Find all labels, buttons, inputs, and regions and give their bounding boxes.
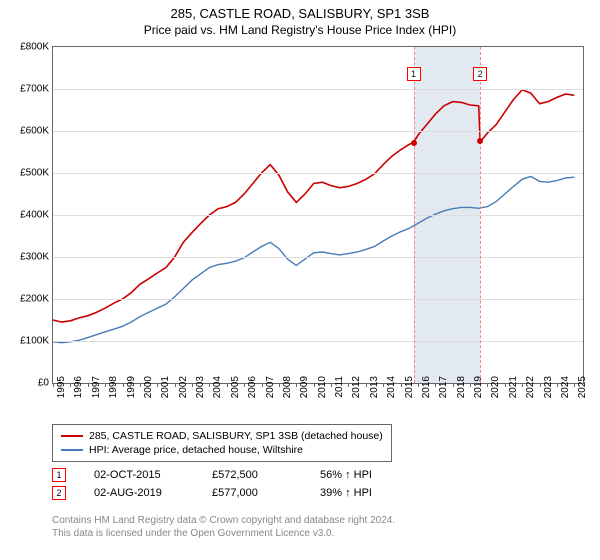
- event-date: 02-AUG-2019: [94, 487, 184, 499]
- event-row: 1 02-OCT-2015 £572,500 56% ↑ HPI: [52, 466, 372, 484]
- y-axis-label: £200K: [5, 294, 49, 305]
- y-axis-label: £400K: [5, 210, 49, 221]
- footer: Contains HM Land Registry data © Crown c…: [52, 514, 395, 540]
- chart-marker-box: 2: [473, 67, 487, 81]
- x-axis-label: 2011: [334, 376, 345, 398]
- x-axis-label: 2007: [265, 376, 276, 398]
- x-axis-label: 2008: [282, 376, 293, 398]
- y-axis-label: £700K: [5, 84, 49, 95]
- legend-swatch: [61, 449, 83, 451]
- legend-item: HPI: Average price, detached house, Wilt…: [61, 443, 383, 457]
- event-price: £572,500: [212, 469, 292, 481]
- event-marker-box: 1: [52, 468, 66, 482]
- x-axis-label: 2005: [230, 376, 241, 398]
- x-axis-label: 1996: [73, 376, 84, 398]
- chart-title-line1: 285, CASTLE ROAD, SALISBURY, SP1 3SB: [0, 0, 600, 21]
- x-axis-label: 2016: [421, 376, 432, 398]
- chart-container: 285, CASTLE ROAD, SALISBURY, SP1 3SB Pri…: [0, 0, 600, 560]
- x-axis-label: 1997: [91, 376, 102, 398]
- chart-marker-dot: [411, 140, 417, 146]
- legend-swatch: [61, 435, 83, 437]
- x-axis-label: 2002: [178, 376, 189, 398]
- x-axis-label: 2004: [212, 376, 223, 398]
- plot-area: £0£100K£200K£300K£400K£500K£600K£700K£80…: [52, 46, 584, 384]
- y-axis-label: £500K: [5, 168, 49, 179]
- x-axis-label: 1998: [108, 376, 119, 398]
- y-axis-label: £300K: [5, 252, 49, 263]
- footer-line1: Contains HM Land Registry data © Crown c…: [52, 514, 395, 527]
- x-axis-label: 2009: [299, 376, 310, 398]
- legend-label: 285, CASTLE ROAD, SALISBURY, SP1 3SB (de…: [89, 430, 383, 442]
- x-axis-label: 2000: [143, 376, 154, 398]
- x-axis-label: 2019: [473, 376, 484, 398]
- legend-label: HPI: Average price, detached house, Wilt…: [89, 444, 303, 456]
- legend: 285, CASTLE ROAD, SALISBURY, SP1 3SB (de…: [52, 424, 392, 462]
- x-axis-label: 2025: [577, 376, 588, 398]
- x-axis-label: 2012: [351, 376, 362, 398]
- event-table: 1 02-OCT-2015 £572,500 56% ↑ HPI 2 02-AU…: [52, 466, 372, 502]
- legend-item: 285, CASTLE ROAD, SALISBURY, SP1 3SB (de…: [61, 429, 383, 443]
- x-axis-label: 2018: [456, 376, 467, 398]
- event-delta: 39% ↑ HPI: [320, 487, 372, 499]
- event-marker-box: 2: [52, 486, 66, 500]
- x-axis-label: 2024: [560, 376, 571, 398]
- x-axis-label: 2014: [386, 376, 397, 398]
- x-axis-label: 2023: [543, 376, 554, 398]
- x-axis-label: 2006: [247, 376, 258, 398]
- x-axis-label: 2013: [369, 376, 380, 398]
- x-axis-label: 2001: [160, 376, 171, 398]
- event-price: £577,000: [212, 487, 292, 499]
- x-axis-label: 2003: [195, 376, 206, 398]
- x-axis-label: 2010: [317, 376, 328, 398]
- y-axis-label: £800K: [5, 42, 49, 53]
- chart-marker-box: 1: [407, 67, 421, 81]
- x-axis-label: 1995: [56, 376, 67, 398]
- y-axis-label: £0: [5, 378, 49, 389]
- x-axis-label: 2017: [438, 376, 449, 398]
- y-axis-label: £600K: [5, 126, 49, 137]
- event-delta: 56% ↑ HPI: [320, 469, 372, 481]
- x-axis-label: 2021: [508, 376, 519, 398]
- x-axis-label: 1999: [126, 376, 137, 398]
- event-date: 02-OCT-2015: [94, 469, 184, 481]
- x-axis-label: 2020: [490, 376, 501, 398]
- y-axis-label: £100K: [5, 336, 49, 347]
- footer-line2: This data is licensed under the Open Gov…: [52, 527, 395, 540]
- chart-marker-dot: [477, 138, 483, 144]
- chart-title-line2: Price paid vs. HM Land Registry's House …: [0, 21, 600, 37]
- x-axis-label: 2022: [525, 376, 536, 398]
- event-row: 2 02-AUG-2019 £577,000 39% ↑ HPI: [52, 484, 372, 502]
